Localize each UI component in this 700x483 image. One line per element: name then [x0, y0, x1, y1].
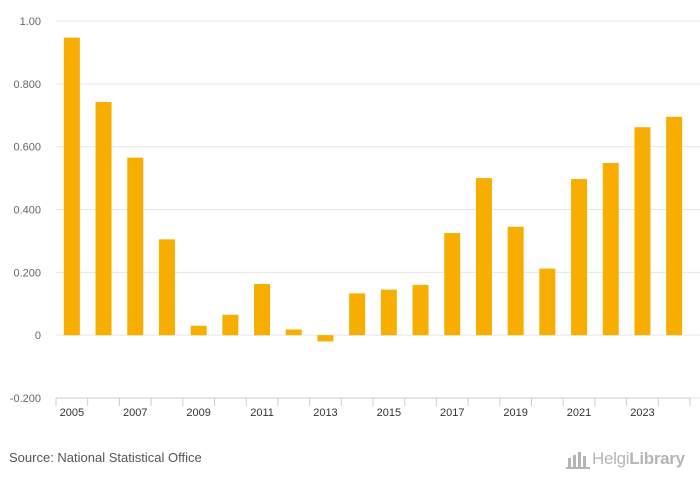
x-tick-label: 2011 — [250, 407, 274, 419]
bar-2011 — [254, 283, 271, 336]
y-tick-label: 1.00 — [20, 16, 41, 28]
bar-2024 — [666, 116, 683, 336]
bar-2015 — [380, 289, 397, 336]
bar-2009 — [190, 325, 207, 336]
bar-2018 — [475, 178, 492, 336]
y-tick-label: 0.200 — [13, 267, 41, 279]
x-tick-label: 2019 — [503, 407, 527, 419]
y-tick-label: 0 — [35, 330, 41, 342]
logo-text: HelgiLibrary — [592, 449, 685, 469]
bar-2022 — [602, 163, 619, 336]
x-tick-label: 2023 — [630, 407, 654, 419]
bar-2008 — [158, 239, 175, 336]
bar-series — [63, 37, 683, 342]
bar-2013 — [317, 335, 334, 342]
x-tick-label: 2009 — [186, 407, 210, 419]
y-tick-label: -0.200 — [10, 393, 41, 405]
logo-text-bold: Library — [629, 449, 685, 468]
bar-2021 — [571, 179, 588, 336]
bar-2017 — [444, 233, 461, 336]
bar-2012 — [285, 329, 302, 336]
y-axis-labels: -0.200 0 0.200 0.400 0.600 0.800 1.00 — [10, 16, 41, 405]
x-tick-label: 2013 — [313, 407, 337, 419]
bar-2016 — [412, 284, 429, 336]
bar-2023 — [634, 127, 651, 336]
bar-chart: -0.200 0 0.200 0.400 0.600 0.800 1.00 2005 2007… — [10, 16, 700, 419]
bar-2014 — [349, 293, 366, 336]
bar-2006 — [95, 102, 112, 336]
y-tick-label: 0.600 — [13, 142, 41, 154]
y-tick-label: 0.400 — [13, 205, 41, 217]
x-tick-label: 2005 — [60, 407, 84, 419]
bar-2019 — [507, 226, 524, 336]
library-building-icon — [566, 452, 590, 469]
bar-2010 — [222, 314, 239, 336]
x-axis: 2005 2007 2009 2011 2013 2015 2017 2019 2021 2023 — [55, 397, 691, 419]
bar-2007 — [127, 157, 144, 336]
logo-text-regular: Helgi — [592, 449, 630, 468]
y-tick-label: 0.800 — [13, 79, 41, 91]
x-tick-label: 2017 — [440, 407, 464, 419]
x-tick-label: 2015 — [377, 407, 401, 419]
source-note: Source: National Statistical Office — [9, 450, 202, 465]
bar-2020 — [539, 268, 556, 336]
bar-2005 — [63, 37, 80, 336]
x-tick-label: 2007 — [123, 407, 147, 419]
helgi-library-logo: HelgiLibrary — [566, 446, 685, 472]
x-tick-label: 2021 — [567, 407, 591, 419]
